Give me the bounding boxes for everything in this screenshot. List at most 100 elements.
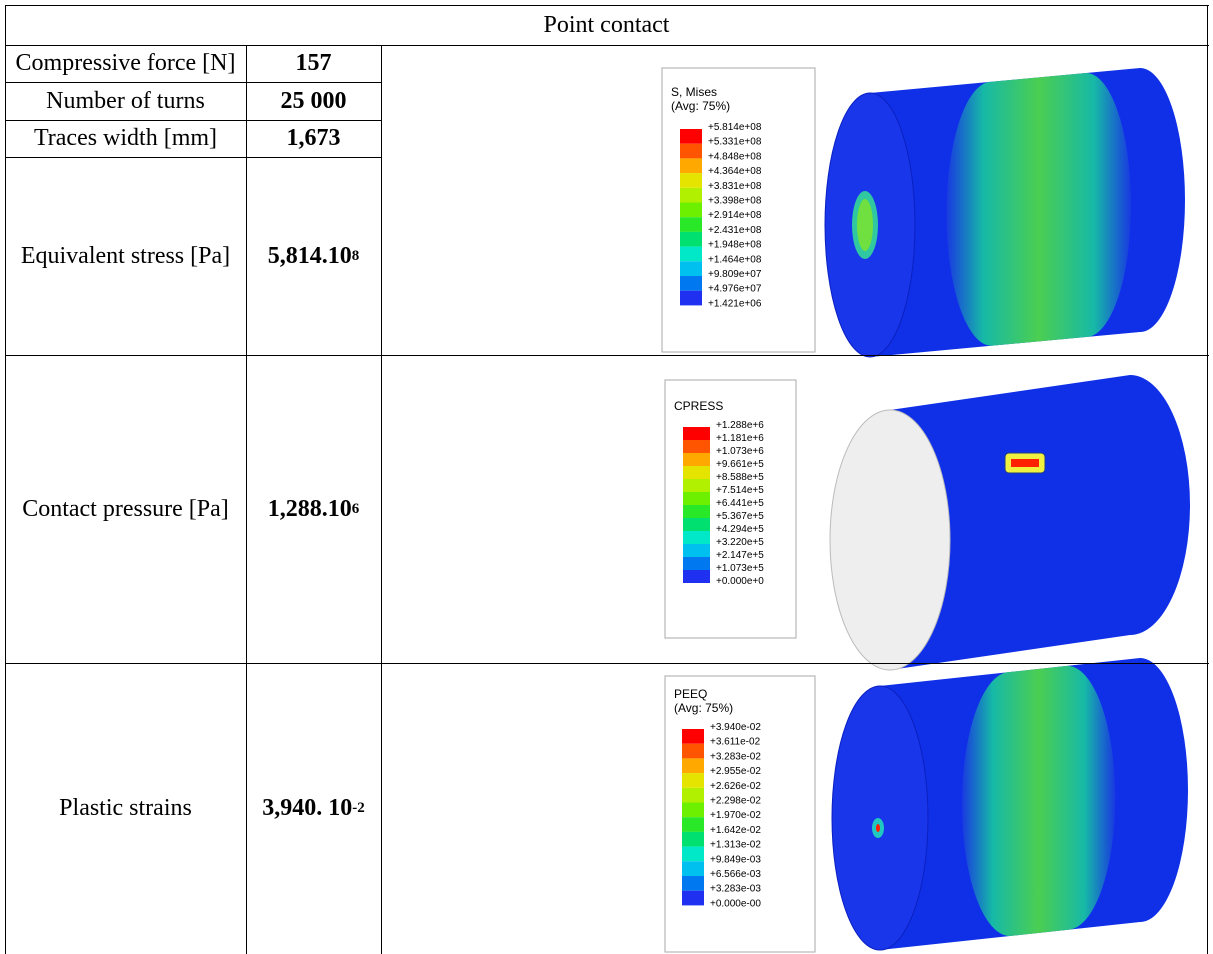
legend-swatch — [683, 492, 710, 505]
legend-swatch — [682, 803, 704, 818]
legend-title: (Avg: 75%) — [674, 701, 733, 715]
legend-value: +1.313e-02 — [710, 840, 761, 851]
legend-swatch — [682, 891, 704, 906]
figure: PEEQ(Avg: 75%)+3.940e-02+3.611e-02+3.283… — [665, 658, 1188, 952]
legend-value: +2.147e+5 — [716, 550, 764, 561]
legend-value: +2.431e+08 — [708, 225, 762, 236]
row-value: 157 — [246, 45, 381, 82]
legend-value: +3.283e-03 — [710, 884, 761, 895]
row-value: 1,673 — [246, 120, 381, 157]
legend-value: +3.220e+5 — [716, 537, 764, 548]
legend-value: +9.809e+07 — [708, 269, 762, 280]
row-label: Equivalent stress [Pa] — [5, 157, 246, 355]
value-exponent: -2 — [352, 800, 365, 817]
legend-value: +1.970e-02 — [710, 810, 761, 821]
table-border — [5, 663, 1209, 664]
table-border — [5, 45, 1209, 46]
legend-value: +5.814e+08 — [708, 122, 762, 133]
table-border — [5, 5, 1209, 6]
legend-title: S, Mises — [671, 85, 717, 99]
value-text: 3,940. 10 — [262, 795, 352, 822]
row-label: Compressive force [N] — [5, 45, 246, 82]
legend-value: +9.849e-03 — [710, 854, 761, 865]
contact-spot — [876, 824, 880, 832]
legend-value: +7.514e+5 — [716, 485, 764, 496]
legend-value: +6.441e+5 — [716, 498, 764, 509]
legend-value: +3.283e-02 — [710, 751, 761, 762]
legend-value: +3.940e-02 — [710, 722, 761, 733]
legend-value: +1.642e-02 — [710, 825, 761, 836]
value-text: 157 — [296, 50, 332, 77]
value-exponent: 8 — [352, 248, 360, 265]
legend-swatch — [683, 518, 710, 531]
page: Point contact S, Mises(Avg: 75%)+5.814e+… — [0, 0, 1213, 954]
legend-value: +5.367e+5 — [716, 511, 764, 522]
legend-value: +4.364e+08 — [708, 166, 762, 177]
table-border — [5, 120, 382, 121]
legend-swatch — [680, 261, 702, 276]
legend-title: PEEQ — [674, 687, 707, 701]
legend-swatch — [683, 570, 710, 583]
legend-value: +5.331e+08 — [708, 137, 762, 148]
table-border — [5, 5, 6, 954]
legend-swatch — [682, 876, 704, 891]
legend-swatch — [680, 291, 702, 306]
legend-value: +1.073e+6 — [716, 446, 764, 457]
row-label: Number of turns — [5, 82, 246, 120]
figure: CPRESS +1.288e+6 +1.181e+6 +1.073e+6 +9.661e… — [665, 375, 1190, 670]
stress-band — [947, 73, 1131, 346]
legend-swatch — [683, 466, 710, 479]
legend-title: (Avg: 75%) — [671, 99, 730, 113]
row-value: 25 000 — [246, 82, 381, 120]
legend-value: +4.848e+08 — [708, 151, 762, 162]
value-text: 25 000 — [281, 88, 347, 115]
cylinder-face — [832, 686, 928, 950]
row-value: 3,940. 10-2 — [246, 663, 381, 954]
legend-swatch — [683, 440, 710, 453]
legend-swatch — [682, 758, 704, 773]
row-value: 1,288.106 — [246, 355, 381, 663]
legend-value: +8.588e+5 — [716, 472, 764, 483]
legend-swatch — [682, 744, 704, 759]
legend-value: +1.181e+6 — [716, 433, 764, 444]
legend-swatch — [683, 505, 710, 518]
legend-value: +0.000e-00 — [710, 898, 761, 909]
cylinder-face — [830, 410, 950, 670]
legend-value: +9.661e+5 — [716, 459, 764, 470]
table-border — [5, 157, 382, 158]
legend-value: +3.831e+08 — [708, 181, 762, 192]
legend-value: +2.626e-02 — [710, 781, 761, 792]
legend-value: +4.976e+07 — [708, 284, 762, 295]
legend-swatch — [682, 832, 704, 847]
stress-band — [962, 666, 1115, 936]
legend-swatch — [680, 158, 702, 173]
legend-swatch — [680, 247, 702, 262]
table-border — [1207, 5, 1208, 954]
legend-swatch — [683, 531, 710, 544]
legend-swatch — [682, 817, 704, 832]
value-text: 1,288.10 — [268, 496, 352, 523]
legend-swatch — [683, 427, 710, 440]
legend-title: CPRESS — [674, 399, 723, 413]
legend-value: +1.464e+08 — [708, 254, 762, 265]
legend-swatch — [682, 729, 704, 744]
legend-swatch — [680, 232, 702, 247]
legend-value: +1.288e+6 — [716, 420, 764, 431]
legend-swatch — [680, 144, 702, 159]
legend-swatch — [680, 129, 702, 144]
legend-swatch — [680, 217, 702, 232]
legend-value: +2.955e-02 — [710, 766, 761, 777]
value-exponent: 6 — [352, 501, 360, 518]
legend-swatch — [682, 773, 704, 788]
legend-swatch — [680, 203, 702, 218]
value-text: 5,814.10 — [268, 243, 352, 270]
legend-swatch — [683, 453, 710, 466]
table-border — [246, 45, 247, 954]
legend-swatch — [680, 173, 702, 188]
table-border — [5, 82, 382, 83]
legend-value: +2.914e+08 — [708, 210, 762, 221]
legend-value: +1.421e+06 — [708, 298, 762, 309]
pressure-spot — [1011, 459, 1039, 467]
legend-swatch — [680, 276, 702, 291]
legend-swatch — [680, 188, 702, 203]
